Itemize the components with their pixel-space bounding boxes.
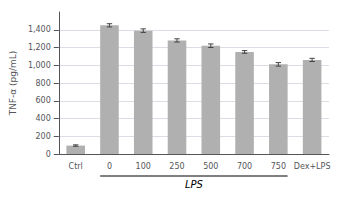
svg-text:250: 250 (169, 162, 184, 171)
svg-text:500: 500 (203, 162, 218, 171)
svg-text:1,000: 1,000 (28, 61, 51, 70)
svg-text:100: 100 (136, 162, 151, 171)
svg-text:750: 750 (271, 162, 286, 171)
svg-text:700: 700 (237, 162, 252, 171)
svg-text:Dex+LPS: Dex+LPS (294, 162, 331, 171)
svg-text:800: 800 (36, 79, 51, 88)
svg-text:Ctrl: Ctrl (69, 162, 83, 171)
svg-text:400: 400 (36, 114, 51, 123)
svg-text:600: 600 (36, 96, 51, 105)
svg-text:TNF-α (pg/mL): TNF-α (pg/mL) (8, 51, 18, 117)
svg-text:LPS: LPS (185, 179, 204, 190)
svg-text:0: 0 (107, 162, 112, 171)
svg-text:1,400: 1,400 (28, 25, 51, 34)
svg-text:200: 200 (36, 132, 51, 141)
svg-text:1,200: 1,200 (28, 43, 51, 52)
svg-text:0: 0 (46, 150, 51, 159)
